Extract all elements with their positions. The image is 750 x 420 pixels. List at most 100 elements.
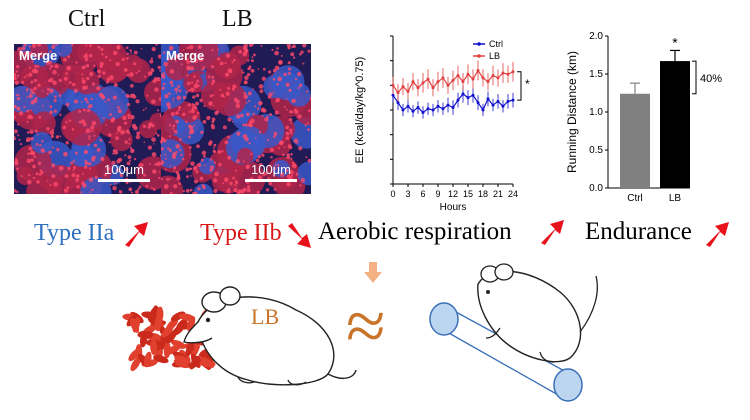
data-point [446,103,450,107]
scale-bar-ctrl: 100μm [98,162,150,182]
data-point [501,71,505,75]
type-iia-label: Type IIa [34,220,115,246]
data-point [481,76,485,80]
data-point [451,78,455,82]
data-point [446,83,450,87]
data-point [396,101,400,105]
percent-bracket [692,60,697,95]
up-arrow-icon [706,222,729,247]
data-point [461,92,465,96]
percent-label: 40% [700,73,722,85]
data-point [486,97,490,101]
scale-bar-lb: 100μm [245,162,297,182]
down-arrow-icon [288,223,311,248]
data-point [391,83,395,87]
x-tick-label: 12 [448,189,458,199]
x-tick-label: 3 [405,189,410,199]
energy-expenditure-chart: 0 3 6 9 12 15 18 21 24 Hours EE (kcal/day/kg^0.75)… [354,35,530,213]
x-axis-label: Hours [440,202,467,213]
data-point [511,98,515,102]
type-iib-label: Type IIb [200,220,282,246]
y-tick-label: 0.0 [589,183,603,194]
data-point [491,73,495,77]
running-distance-chart: 0.0 0.5 1.0 1.5 2.0 Running Distance (km) Ctrl… [565,31,722,204]
data-point [441,107,445,111]
approx-sign: ≈ [346,286,386,366]
data-point [511,70,515,74]
data-point [506,72,510,76]
mouse-running-illustration [429,263,598,402]
x-tick-label: 18 [478,189,488,199]
x-tick-label: 15 [463,189,473,199]
legend-marker [477,54,481,58]
data-point [396,91,400,95]
data-point [441,76,445,80]
data-point [456,98,460,102]
ctrl-micrograph-texture [14,44,164,194]
bar-ctrl [620,93,650,188]
ctrl-micrograph: Merge 100μm [14,44,164,194]
data-point [476,101,480,105]
data-point [436,80,440,84]
x-tick-label: 21 [493,189,503,199]
data-point [471,93,475,97]
data-point [461,80,465,84]
data-point [491,103,495,107]
scale-bar-text-lb: 100μm [250,162,291,177]
data-point [456,73,460,77]
data-point [436,104,440,108]
data-point [471,77,475,81]
data-point [431,86,435,90]
data-point [421,81,425,85]
up-arrow-icon [125,222,148,247]
legend-label: LB [489,51,500,61]
legend-marker [477,42,481,46]
x-tick-label: 24 [508,189,518,199]
x-tick-label: 9 [435,189,440,199]
data-point [496,76,500,80]
scale-bar-line-lb [245,179,297,182]
data-point [401,85,405,89]
y-tick-label: 1.5 [589,69,603,80]
bar-lb [660,61,690,188]
data-point [401,108,405,112]
lb-micrograph: Merge 100μm [161,44,311,194]
aerobic-respiration-label: Aerobic respiration [318,218,512,245]
merge-label-ctrl: Merge [19,48,58,63]
y-tick-label: 0.5 [589,145,603,156]
y-tick-label: 2.0 [589,31,603,42]
data-point [506,99,510,103]
significance-star: * [525,77,530,91]
data-point [501,104,505,108]
x-tick-label: 6 [420,189,425,199]
data-point [416,106,420,110]
data-point [416,86,420,90]
up-arrow-icon [541,220,564,245]
y-axis-label: EE (kcal/day/kg^0.75) [354,57,366,164]
mouse-eating-illustration [183,286,357,386]
data-point [421,110,425,114]
lb-panel-title: LB [222,6,253,32]
data-point [451,106,455,110]
data-point [391,93,395,97]
data-point [426,77,430,81]
data-point [426,107,430,111]
data-point [496,99,500,103]
data-point [486,80,490,84]
data-point [466,72,470,76]
lb-mouse-label: LB [251,304,280,329]
scale-bar-text-ctrl: 100μm [103,162,144,177]
scale-bar-line-ctrl [98,179,150,182]
data-point [481,108,485,112]
data-point [411,80,415,84]
significance-star: * [672,34,678,50]
merge-label-lb: Merge [166,48,205,63]
y-tick-label: 1.0 [589,107,603,118]
data-point [406,104,410,108]
data-point [466,96,470,100]
x-tick-label: Ctrl [627,193,643,204]
down-indicator-icon [364,262,382,283]
lb-micrograph-texture [161,44,311,194]
data-point [476,69,480,73]
data-point [406,90,410,93]
